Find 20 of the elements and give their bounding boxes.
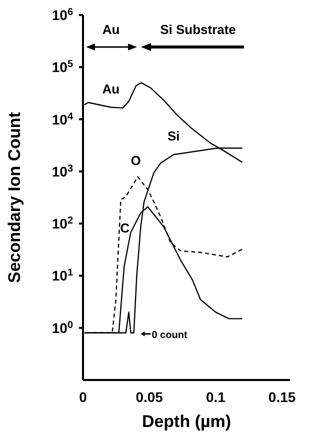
x-tick-label: 0 xyxy=(79,389,88,405)
y-tick-label: 10$^{6}$ xyxy=(52,6,74,23)
x-tick-label: 0.15 xyxy=(268,389,296,405)
series-label: Au xyxy=(102,81,120,96)
series-label: Si xyxy=(167,128,180,144)
y-axis-title: Secondary Ion Count xyxy=(5,112,24,283)
annotation: Si Substrate xyxy=(160,22,236,37)
annotation: Au xyxy=(102,22,120,37)
annotation: 0 count xyxy=(152,330,188,341)
x-tick-label: 0.05 xyxy=(136,389,164,405)
series-label: C xyxy=(120,220,130,236)
y-tick-label: 10$^{5}$ xyxy=(52,58,74,76)
y-tick-label: 10$^{4}$ xyxy=(52,110,74,128)
y-tick-label: 10$^{1}$ xyxy=(52,267,74,284)
x-axis-title: Depth (µm) xyxy=(142,412,232,431)
x-tick-label: 0.1 xyxy=(206,389,226,405)
series-label: O xyxy=(130,152,141,168)
y-tick-label: 10$^{3}$ xyxy=(52,162,74,180)
y-tick-label: 10$^{2}$ xyxy=(52,215,74,232)
y-tick-label: 10$^{0}$ xyxy=(52,319,74,336)
